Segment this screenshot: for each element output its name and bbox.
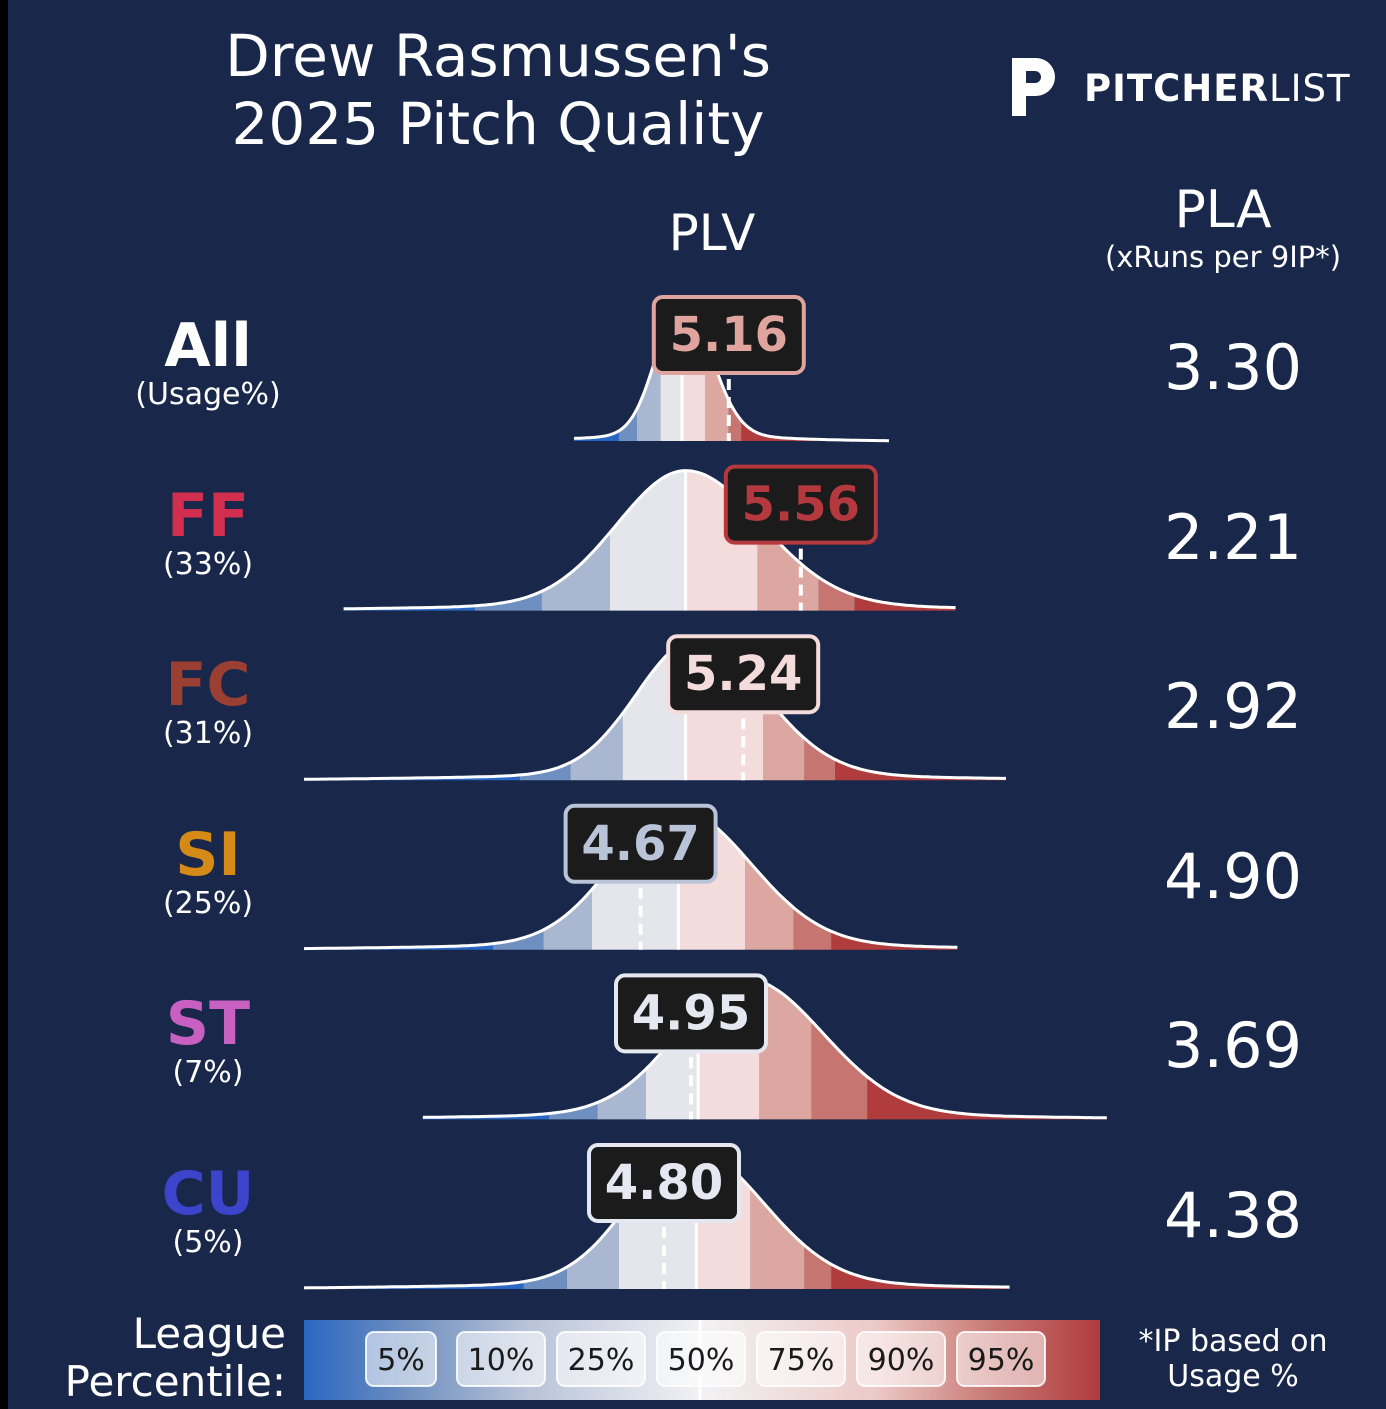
band-7 (835, 640, 1006, 781)
plv-badge (614, 973, 768, 1054)
plv-value: 4.67 (581, 816, 699, 872)
legend-pill (365, 1331, 437, 1387)
band-0 (304, 640, 520, 781)
plv-value: 5.56 (742, 477, 860, 533)
plv-badge (587, 1143, 741, 1223)
footnote-line1: *IP based on (1138, 1324, 1328, 1359)
footnote-line2: Usage % (1167, 1359, 1299, 1394)
band-3 (610, 470, 686, 611)
band-7 (831, 1149, 1010, 1289)
legend: 5% 10% 25% 50% 75% 90% 95% (304, 1320, 1100, 1400)
brand-bold: PITCHER (1084, 67, 1270, 110)
pitch-type-label: SI (175, 819, 241, 890)
legend-pill (756, 1331, 846, 1387)
pla-header: PLA (1174, 180, 1272, 240)
legend-percentile-label: 95% (968, 1343, 1035, 1378)
plv-value: 4.95 (632, 985, 750, 1041)
row-si: 4.67 (303, 803, 958, 951)
plv-badge (563, 803, 718, 884)
percentile-bands (304, 640, 1006, 781)
plv-badge (666, 634, 821, 715)
legend-percentile-label: 90% (868, 1343, 935, 1378)
legend-pill (956, 1331, 1046, 1387)
band-1 (523, 1149, 567, 1289)
band-6 (811, 979, 868, 1120)
row-fc: 5.24 (303, 634, 1006, 781)
pitch-type-label: CU (161, 1159, 255, 1229)
pitch-quality-chart: 5.16 5.56 5.24 4.67 4.95 4.80 5% 10% 25% 50% 75% 90… (303, 295, 1107, 1400)
pitch-type-label: FC (165, 650, 251, 721)
band-1 (520, 640, 571, 781)
band-5 (745, 809, 794, 950)
pitch-usage: (33%) (162, 546, 254, 582)
legend-percentile-label: 10% (468, 1343, 535, 1378)
pla-subheader: (xRuns per 9IP*) (1104, 240, 1342, 274)
band-0 (304, 809, 493, 950)
row-cu: 4.80 (303, 1143, 1010, 1290)
row-all: 5.16 (573, 295, 889, 443)
pitch-usage: (25%) (162, 885, 254, 921)
row-ff: 5.56 (343, 464, 956, 611)
row-st: 4.95 (422, 973, 1107, 1120)
band-0 (304, 1149, 524, 1289)
band-7 (831, 809, 958, 950)
band-0 (574, 301, 619, 441)
pla-value: 4.38 (1163, 1179, 1303, 1252)
legend-pill (556, 1331, 646, 1387)
pitch-usage: (31%) (162, 716, 254, 752)
pitch-type-label: FF (167, 480, 249, 551)
plv-value: 4.80 (605, 1155, 723, 1211)
brand-light: LIST (1269, 67, 1351, 110)
pla-value: 3.30 (1163, 331, 1303, 404)
legend-title-line1: League (132, 1309, 286, 1358)
plv-value: 5.24 (684, 646, 802, 702)
pitch-usage: (Usage%) (135, 377, 281, 412)
legend-percentile-label: 50% (668, 1343, 735, 1378)
band-1 (619, 301, 637, 441)
pla-value: 3.69 (1163, 1009, 1303, 1083)
band-0 (422, 979, 549, 1120)
band-5 (750, 1149, 805, 1289)
pitch-type-label: ST (165, 989, 251, 1060)
pla-value: 4.90 (1163, 839, 1303, 913)
legend-percentile-label: 25% (568, 1343, 635, 1378)
band-1 (475, 470, 542, 611)
legend-percentile-label: 5% (377, 1343, 425, 1378)
density-outline (343, 469, 956, 611)
band-2 (541, 470, 610, 611)
pitch-type-label: All (164, 311, 252, 381)
pla-value: 2.92 (1163, 670, 1303, 744)
legend-percentile-label: 75% (768, 1343, 835, 1378)
pitch-usage: (7%) (172, 1055, 244, 1091)
plv-badge (651, 295, 806, 375)
band-0 (343, 470, 475, 611)
legend-pill (656, 1331, 746, 1387)
legend-pill (456, 1331, 546, 1387)
density-outline (573, 299, 889, 443)
chart-title-line2: 2025 Pitch Quality (231, 90, 765, 158)
legend-title-line2: Percentile: (64, 1357, 286, 1406)
band-1 (493, 809, 544, 950)
density-outline (303, 638, 1006, 781)
chart-panel: Drew Rasmussen's 2025 Pitch Quality PITC… (8, 0, 1386, 1409)
band-1 (548, 979, 598, 1120)
plv-value: 5.16 (670, 307, 788, 363)
plv-badge (723, 464, 878, 545)
legend-pill (856, 1331, 946, 1387)
chart-title-line1: Drew Rasmussen's (225, 22, 771, 90)
plv-header: PLV (668, 204, 756, 262)
pitch-usage: (5%) (172, 1225, 244, 1260)
band-6 (804, 1149, 832, 1289)
pitcherlist-logo-icon (1012, 58, 1055, 116)
pitcherlist-wordmark: PITCHERLIST (1084, 67, 1351, 110)
pla-value: 2.21 (1163, 500, 1303, 574)
